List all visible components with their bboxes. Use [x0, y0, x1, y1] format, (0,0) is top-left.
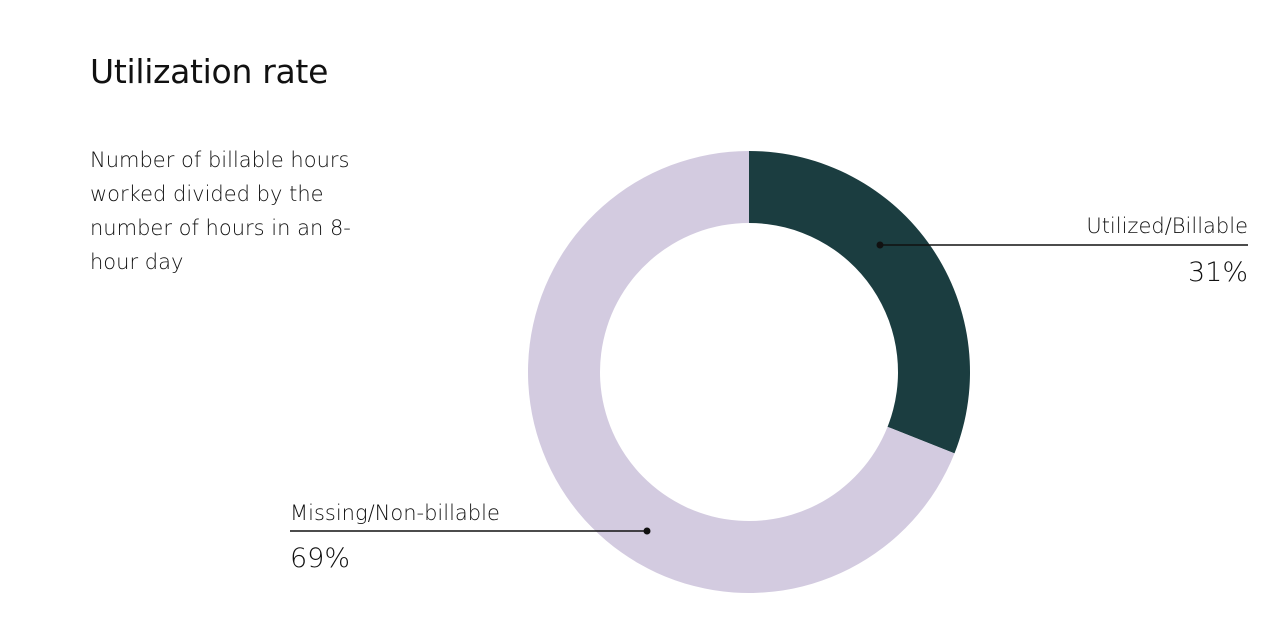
chart-subtitle: Number of billable hours worked divided …: [90, 148, 351, 274]
slice-label: Utilized/Billable: [1086, 214, 1248, 238]
slice-value-label: 69%: [290, 543, 350, 574]
slice-value-label: 31%: [1188, 257, 1248, 288]
chart-title: Utilization rate: [90, 52, 329, 91]
leader-dot: [876, 241, 884, 249]
slice: [749, 151, 970, 454]
slice: [528, 151, 955, 593]
slice-label: Missing/Non-billable: [290, 501, 500, 525]
leader-dot: [643, 527, 651, 535]
